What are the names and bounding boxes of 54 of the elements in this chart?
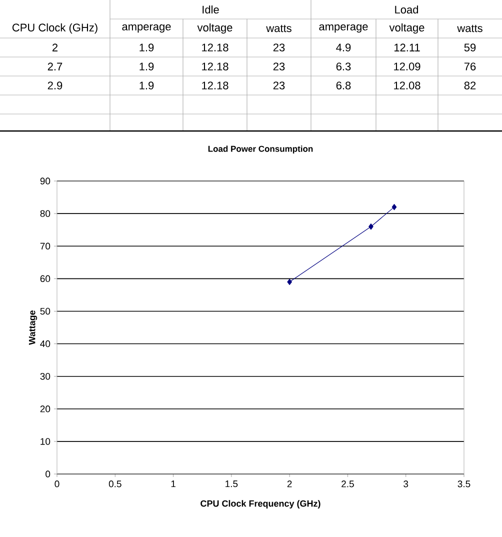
x-tick-label: 2.5 bbox=[342, 480, 354, 488]
y-tick-label: 30 bbox=[40, 372, 50, 380]
y-tick-label: 20 bbox=[40, 406, 50, 412]
text: 82 bbox=[464, 82, 476, 90]
x-tick-label: 3.5 bbox=[458, 480, 470, 488]
y-tick-label: 90 bbox=[40, 178, 50, 184]
text: 6.8 bbox=[336, 82, 351, 90]
category-label: amperage bbox=[319, 24, 368, 33]
point bbox=[368, 223, 374, 230]
text: 12.08 bbox=[394, 82, 420, 90]
y-tick-label: 0 bbox=[46, 470, 50, 478]
chart-title: Load Power Consumption bbox=[208, 146, 313, 154]
text: 2.9 bbox=[48, 82, 62, 90]
text: 23 bbox=[273, 44, 285, 52]
y-tick-label: 50 bbox=[40, 308, 50, 315]
point bbox=[287, 278, 292, 286]
text: 12.18 bbox=[202, 62, 228, 70]
y-tick-label: 60 bbox=[40, 275, 50, 282]
text: Idle bbox=[202, 5, 219, 14]
text: 2 bbox=[52, 44, 58, 52]
x-tick-label: 1 bbox=[171, 480, 176, 488]
text: Load bbox=[395, 5, 418, 14]
y-tick-label: 10 bbox=[40, 438, 50, 445]
category-label: watts bbox=[457, 24, 482, 32]
x-tick-label: 3 bbox=[404, 480, 408, 488]
text: 76 bbox=[464, 62, 476, 70]
text: 12.18 bbox=[202, 44, 228, 52]
x-axis-title: CPU Clock Frequency (GHz) bbox=[200, 500, 320, 508]
text: 23 bbox=[273, 62, 285, 70]
y-axis-title: Wattage bbox=[28, 310, 38, 345]
category-label: CPU Clock (GHz) bbox=[12, 23, 98, 34]
text: 4.9 bbox=[336, 44, 351, 52]
y-tick-label: 70 bbox=[40, 242, 50, 250]
text: 12.18 bbox=[202, 82, 228, 90]
text: 12.09 bbox=[394, 62, 420, 70]
y-tick-label: 80 bbox=[40, 210, 50, 217]
text: 6.3 bbox=[336, 62, 351, 70]
text: 2.7 bbox=[48, 62, 62, 70]
text: 1.9 bbox=[140, 62, 154, 70]
category-label: voltage bbox=[389, 23, 424, 34]
category-label: watts bbox=[266, 24, 292, 32]
y-tick-label: 40 bbox=[40, 340, 50, 348]
point bbox=[392, 204, 397, 210]
x-tick-label: 0.5 bbox=[108, 480, 122, 488]
text: 59 bbox=[464, 44, 476, 52]
text: 1.9 bbox=[140, 82, 154, 90]
x-tick-label: 2 bbox=[287, 480, 292, 488]
x-tick-label: 1.5 bbox=[226, 480, 238, 488]
category-label: amperage bbox=[122, 24, 171, 33]
text: 23 bbox=[273, 82, 285, 90]
text: 12.11 bbox=[394, 44, 420, 52]
x-tick-label: 0 bbox=[54, 480, 60, 488]
category-label: voltage bbox=[197, 23, 232, 34]
text: 1.9 bbox=[140, 44, 154, 52]
